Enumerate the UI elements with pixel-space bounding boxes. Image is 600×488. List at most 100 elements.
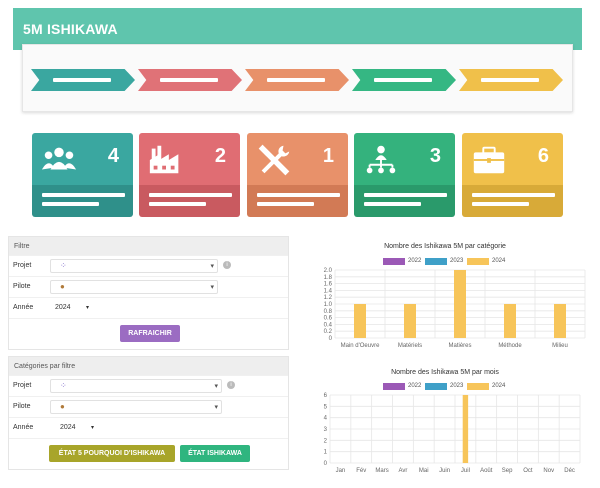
bar-2024-6 [462,395,469,463]
y-tick-label: 3 [324,427,328,433]
x-tick-label: Juil [461,468,470,474]
y-tick-label: 0.6 [324,316,333,322]
bar-2024-3 [504,304,516,338]
x-tick-label: Nov [543,468,554,474]
catfilter-pilote-row: Pilote ● ▾ [9,396,288,417]
process-chevrons [31,69,565,91]
process-step-2[interactable] [138,69,242,91]
x-tick-label: Main d'Oeuvre [341,343,380,349]
chart-by-month: Nombre des Ishikawa 5M par mois 2022 202… [300,366,590,488]
card-count: 4 [107,145,119,167]
chart-by-category: Nombre des Ishikawa 5M par catégorie 202… [300,240,590,360]
catfilter-pilote-select[interactable]: ● ▾ [50,400,222,414]
chart-plot: 0 1 2 3 4 5 6 Jan Fév Mars Avr Mai Juin Juil Août Sep Oc… [324,393,581,474]
chevron-down-icon: ▾ [210,284,214,291]
filter-pilote-select[interactable]: ● ▾ [50,280,218,294]
y-tick-label: 0.4 [324,322,333,328]
catfilter-projet-row: Projet ⁘ ▾ i [9,375,288,396]
x-tick-label: Fév [356,468,366,474]
user-icon: ● [60,402,65,411]
catfilter-projet-label: Projet [13,382,32,389]
process-step-5[interactable] [459,69,563,91]
y-tick-label: 1 [324,450,328,456]
chevron-down-icon: ▾ [210,263,214,270]
card-count: 1 [322,145,334,167]
filter-annee-value: 2024 [55,304,71,311]
y-tick-label: 4 [324,416,328,422]
network-icon [366,145,396,174]
filter-panel: Filtre Projet ⁘ ▾ i Pilote ● ▾ Année 202… [8,236,289,350]
refresh-button[interactable]: RAFRAICHIR [120,325,180,342]
card-count: 3 [429,145,441,167]
y-tick-label: 0 [329,336,333,342]
user-icon: ● [60,282,65,291]
category-filter-panel: Catégories par filtre Projet ⁘ ▾ i Pilot… [8,356,289,470]
app-title: 5M ISHIKAWA [23,21,118,37]
card-methode[interactable]: 3 [354,133,455,217]
x-tick-label: Oct [523,468,533,474]
card-count: 6 [537,145,549,167]
tools-icon [258,144,290,176]
x-tick-label: Avr [398,468,407,474]
y-tick-label: 2.0 [324,268,333,274]
process-step-3[interactable] [245,69,349,91]
chevron-down-icon: ▾ [90,425,94,431]
x-tick-label: Milieu [552,343,568,349]
process-steps [22,44,573,112]
x-tick-label: Matières [448,343,471,349]
filter-annee-select[interactable]: 2024 ▾ [52,302,92,315]
y-tick-label: 1.2 [324,295,333,301]
chart-title: Nombre des Ishikawa 5M par mois [391,369,499,376]
y-tick-label: 1.0 [324,302,333,308]
y-tick-label: 5 [324,404,328,410]
chevron-down-icon: ▾ [214,383,218,390]
catfilter-annee-value: 2024 [60,424,76,431]
people-icon [41,147,77,170]
chevron-down-icon: ▾ [214,404,218,411]
factory-icon [149,145,179,174]
filter-actions-row: RAFRAICHIR [9,318,288,348]
bar-2024-0 [354,304,366,338]
chevron-down-icon: ▾ [85,305,89,311]
x-tick-label: Août [480,468,493,474]
card-materiels[interactable]: 2 [139,133,240,217]
etat-ishikawa-button[interactable]: ÉTAT ISHIKAWA [180,445,250,462]
y-tick-label: 6 [324,393,328,399]
y-tick-label: 0.2 [324,329,333,335]
etat-pourquoi-button[interactable]: ÉTAT 5 POURQUOI D'ISHIKAWA [49,445,175,462]
catfilter-annee-row: Année 2024 ▾ [9,417,288,438]
x-tick-label: Mai [419,468,429,474]
filter-annee-row: Année 2024 ▾ [9,297,288,318]
info-icon[interactable]: i [227,381,235,389]
project-icon: ⁘ [60,381,67,390]
x-tick-label: Matériels [398,343,422,349]
chart-title: Nombre des Ishikawa 5M par catégorie [384,243,506,250]
catfilter-projet-select[interactable]: ⁘ ▾ [50,379,222,393]
filter-projet-select[interactable]: ⁘ ▾ [50,259,218,273]
card-count: 2 [214,145,226,167]
filter-annee-label: Année [13,304,34,311]
catfilter-annee-select[interactable]: 2024 ▾ [57,422,97,435]
x-tick-label: Mars [375,468,388,474]
category-filter-title: Catégories par filtre [9,357,288,375]
y-tick-label: 0.8 [324,309,333,315]
filter-projet-label: Projet [13,262,32,269]
bar-2024-4 [554,304,566,338]
briefcase-icon [473,146,505,174]
filter-pilote-label: Pilote [13,283,31,290]
catfilter-actions-row: ÉTAT 5 POURQUOI D'ISHIKAWA ÉTAT ISHIKAWA [9,438,288,468]
card-main-oeuvre[interactable]: 4 [32,133,133,217]
process-step-1[interactable] [31,69,135,91]
filter-title: Filtre [9,237,288,255]
card-matieres[interactable]: 1 [247,133,348,217]
app-header: 5M ISHIKAWA [13,8,582,44]
y-tick-label: 2 [324,438,328,444]
card-milieu[interactable]: 6 [462,133,563,217]
process-step-4[interactable] [352,69,456,91]
project-icon: ⁘ [60,261,67,270]
x-tick-label: Jan [336,468,346,474]
x-tick-label: Sep [502,468,513,474]
x-tick-label: Juin [439,468,450,474]
info-icon[interactable]: i [223,261,231,269]
x-tick-label: Déc [564,468,575,474]
